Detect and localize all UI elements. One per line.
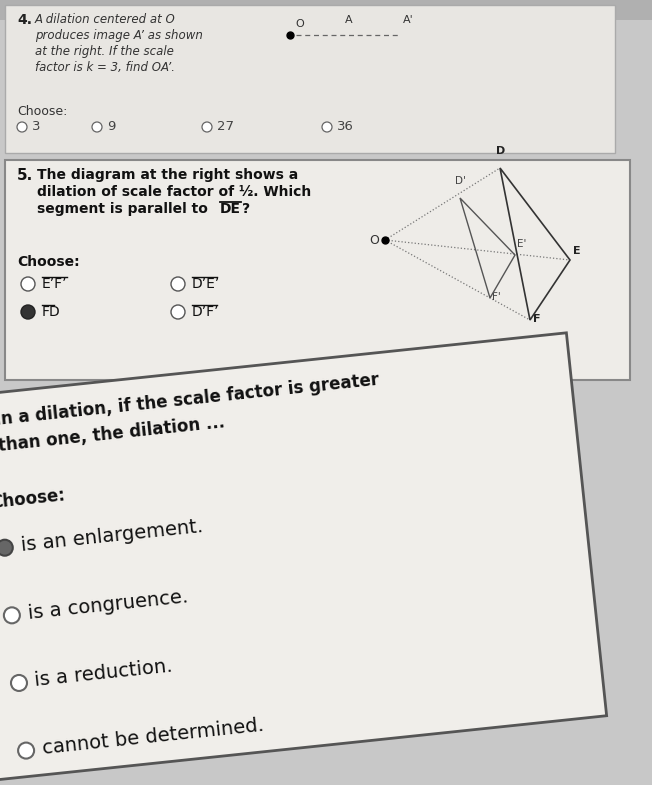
Circle shape [202,122,212,132]
Polygon shape [0,333,606,780]
Circle shape [11,675,27,691]
Text: is an enlargement.: is an enlargement. [20,517,203,555]
Text: D': D' [455,176,466,186]
Text: than one, the dilation ...: than one, the dilation ... [0,413,226,455]
Text: Choose:: Choose: [17,255,80,269]
Text: dilation of scale factor of ½. Which: dilation of scale factor of ½. Which [37,185,311,199]
FancyBboxPatch shape [5,5,615,153]
Circle shape [92,122,102,132]
Text: 3: 3 [32,120,40,133]
Text: E: E [573,246,581,256]
Text: Choose:: Choose: [17,105,67,118]
Text: D’F’: D’F’ [192,305,220,319]
Circle shape [171,277,185,291]
Text: at the right. If the scale: at the right. If the scale [35,45,174,58]
Text: A': A' [403,15,414,25]
Circle shape [21,277,35,291]
Text: 9: 9 [107,120,115,133]
Text: The diagram at the right shows a: The diagram at the right shows a [37,168,298,182]
Text: A: A [345,15,353,25]
Text: Choose:: Choose: [0,486,67,512]
Text: cannot be determined.: cannot be determined. [41,716,264,758]
Text: E': E' [517,239,526,249]
Text: ?: ? [242,202,250,216]
Circle shape [17,122,27,132]
Circle shape [21,305,35,319]
Text: 5.: 5. [17,168,33,183]
Text: F: F [533,314,541,324]
Text: FD: FD [42,305,61,319]
Circle shape [322,122,332,132]
Text: O: O [369,234,379,247]
Text: produces image A’ as shown: produces image A’ as shown [35,29,203,42]
Bar [0,0,652,20]
Text: 36: 36 [337,120,354,133]
Text: O: O [295,19,304,29]
Text: D: D [496,146,505,156]
Circle shape [0,540,13,556]
Text: segment is parallel to: segment is parallel to [37,202,208,216]
Text: F': F' [492,292,501,302]
Text: DE: DE [220,202,241,216]
Text: is a reduction.: is a reduction. [34,657,174,690]
Text: D’E’: D’E’ [192,277,220,291]
FancyBboxPatch shape [5,160,630,380]
Circle shape [4,608,20,623]
Text: 27: 27 [217,120,234,133]
Text: factor is k = 3, find OA’.: factor is k = 3, find OA’. [35,61,175,74]
Text: In a dilation, if the scale factor is greater: In a dilation, if the scale factor is gr… [0,371,380,429]
Text: 4.: 4. [17,13,32,27]
Text: E’F’: E’F’ [42,277,68,291]
Text: A dilation centered at O: A dilation centered at O [35,13,176,26]
Circle shape [18,743,34,758]
Text: is a congruence.: is a congruence. [27,587,189,623]
Circle shape [171,305,185,319]
